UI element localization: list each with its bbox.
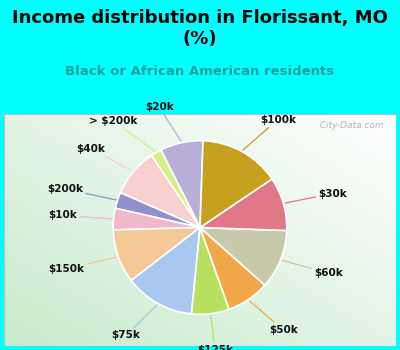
Text: City-Data.com: City-Data.com (314, 121, 384, 130)
Text: $30k: $30k (285, 189, 347, 203)
Text: $20k: $20k (145, 102, 181, 141)
Wedge shape (131, 228, 200, 314)
Text: Black or African American residents: Black or African American residents (66, 65, 334, 78)
Text: $10k: $10k (48, 210, 112, 220)
Wedge shape (200, 179, 287, 231)
Text: $150k: $150k (48, 257, 116, 274)
Text: $60k: $60k (282, 260, 343, 278)
Text: $75k: $75k (111, 305, 157, 340)
Text: Income distribution in Florissant, MO
(%): Income distribution in Florissant, MO (%… (12, 9, 388, 48)
Text: $50k: $50k (250, 301, 298, 335)
Text: $200k: $200k (47, 184, 116, 200)
Text: $100k: $100k (243, 115, 296, 150)
Wedge shape (192, 228, 229, 314)
Wedge shape (200, 141, 272, 228)
Wedge shape (200, 228, 265, 309)
Wedge shape (200, 228, 287, 285)
Text: > $200k: > $200k (89, 116, 155, 151)
Text: $40k: $40k (76, 144, 132, 171)
Wedge shape (152, 150, 200, 228)
Wedge shape (120, 155, 200, 228)
Text: $125k: $125k (197, 315, 233, 350)
Wedge shape (161, 141, 203, 228)
Wedge shape (115, 193, 200, 228)
Wedge shape (113, 208, 200, 230)
Wedge shape (113, 228, 200, 280)
